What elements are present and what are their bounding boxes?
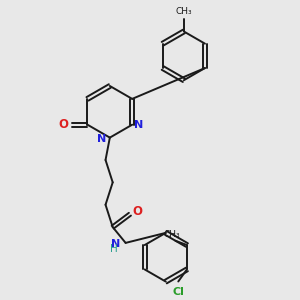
Text: O: O — [133, 206, 143, 218]
Text: N: N — [134, 120, 144, 130]
Text: O: O — [58, 118, 68, 131]
Text: H: H — [110, 244, 117, 254]
Text: N: N — [97, 134, 106, 144]
Text: CH₃: CH₃ — [176, 7, 192, 16]
Text: CH₃: CH₃ — [164, 230, 180, 239]
Text: N: N — [111, 239, 121, 249]
Text: Cl: Cl — [172, 286, 184, 297]
